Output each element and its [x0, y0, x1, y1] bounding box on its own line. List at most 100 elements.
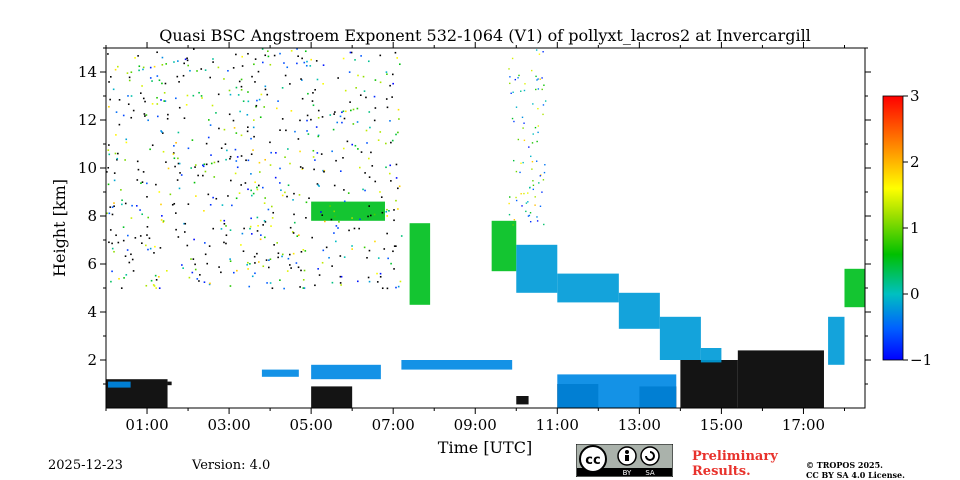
noise-pixel — [393, 209, 395, 211]
noise-pixel — [370, 151, 372, 154]
noise-pixel — [360, 151, 363, 153]
noise-pixel — [374, 240, 376, 243]
noise-pixel — [397, 108, 400, 111]
noise-pixel — [346, 140, 349, 143]
noise-pixel — [194, 166, 196, 168]
noise-pixel — [320, 211, 322, 213]
noise-pixel — [263, 219, 266, 222]
heatmap-cell — [409, 223, 431, 305]
noise-pixel — [172, 153, 175, 155]
y-axis: 2 4 6 8 10 12 14 — [78, 47, 871, 385]
noise-pixel — [277, 252, 280, 255]
noise-pixel — [535, 75, 537, 78]
cc-by-label: BY — [623, 469, 632, 477]
noise-pixel — [388, 172, 391, 175]
noise-pixel — [539, 175, 542, 177]
noise-pixel — [395, 177, 398, 179]
noise-pixel — [153, 65, 156, 68]
noise-pixel — [292, 252, 295, 255]
noise-pixel — [316, 78, 319, 81]
x-tick-label: 09:00 — [454, 416, 497, 434]
noise-pixel — [310, 58, 312, 61]
noise-pixel — [395, 163, 398, 166]
noise-pixel — [137, 55, 139, 57]
noise-pixel — [167, 167, 170, 170]
noise-pixel — [172, 152, 175, 154]
noise-pixel — [166, 117, 169, 120]
colorbar-tick-label: 1 — [910, 219, 920, 237]
noise-pixel — [128, 76, 131, 79]
noise-pixel — [359, 218, 361, 221]
noise-pixel — [281, 87, 284, 89]
noise-pixel — [108, 81, 110, 83]
heatmap-cell — [618, 292, 660, 329]
noise-pixel — [193, 181, 196, 184]
noise-pixel — [230, 179, 232, 182]
noise-pixel — [287, 184, 290, 187]
noise-pixel — [275, 152, 277, 154]
noise-pixel — [356, 280, 359, 283]
heatmap-cell — [491, 220, 517, 272]
noise-pixel — [255, 105, 257, 108]
noise-pixel — [284, 156, 286, 159]
noise-pixel — [380, 196, 383, 198]
noise-pixel — [299, 150, 301, 153]
noise-pixel — [178, 187, 181, 190]
noise-pixel — [123, 277, 125, 279]
noise-pixel — [349, 51, 352, 54]
noise-pixel — [126, 249, 129, 251]
noise-pixel — [348, 229, 350, 232]
plot-frame — [105, 47, 866, 409]
noise-pixel — [185, 104, 188, 106]
noise-pixel — [165, 63, 168, 65]
noise-pixel — [336, 121, 339, 124]
noise-pixel — [156, 51, 158, 54]
noise-pixel — [250, 194, 253, 197]
x-tick-label: 07:00 — [372, 416, 415, 434]
noise-pixel — [257, 224, 259, 227]
noise-pixel — [536, 79, 538, 81]
noise-pixel — [225, 234, 228, 237]
noise-pixel — [242, 100, 245, 103]
noise-pixel — [267, 50, 269, 53]
layer-boundary-layer-blue — [108, 360, 677, 408]
colorbar-ticks: −1 0 1 2 3 — [903, 87, 932, 369]
noise-pixel — [181, 264, 183, 266]
noise-pixel — [169, 193, 172, 196]
noise-pixel — [367, 215, 369, 218]
heatmap-cell — [557, 273, 619, 303]
noise-pixel — [512, 224, 514, 226]
noise-pixel — [190, 167, 192, 169]
noise-pixel — [113, 172, 116, 174]
preliminary-notice: Preliminary Results. — [692, 449, 778, 479]
layer-cloud-base-low-black — [106, 350, 824, 408]
cc-license-badge[interactable]: cc BY SA — [576, 444, 673, 477]
noise-pixel — [253, 135, 255, 138]
noise-pixel — [400, 235, 403, 237]
noise-pixel — [511, 57, 514, 60]
noise-pixel — [283, 287, 285, 290]
noise-pixel — [294, 130, 296, 133]
noise-pixel — [265, 259, 268, 261]
noise-pixel — [127, 234, 129, 237]
noise-pixel — [318, 185, 320, 187]
noise-pixel — [236, 156, 239, 158]
noise-pixel — [254, 272, 256, 275]
noise-pixel — [383, 248, 386, 250]
noise-pixel — [354, 59, 356, 61]
noise-pixel — [538, 182, 540, 184]
noise-pixel — [188, 276, 191, 279]
noise-pixel — [365, 96, 367, 99]
noise-pixel — [385, 71, 388, 73]
noise-pixel — [183, 222, 185, 225]
noise-pixel — [184, 222, 187, 225]
noise-pixel — [323, 170, 325, 173]
noise-pixel — [162, 150, 165, 153]
noise-pixel — [321, 214, 324, 216]
noise-pixel — [118, 277, 120, 280]
noise-pixel — [232, 119, 235, 122]
noise-pixel — [322, 169, 324, 172]
noise-pixel — [177, 236, 180, 238]
noise-pixel — [240, 78, 243, 81]
noise-pixel — [106, 212, 108, 215]
